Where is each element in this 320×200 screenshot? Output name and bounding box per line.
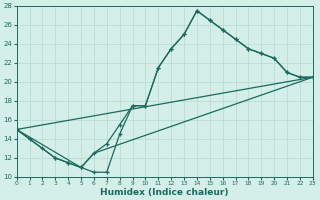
X-axis label: Humidex (Indice chaleur): Humidex (Indice chaleur): [100, 188, 229, 197]
